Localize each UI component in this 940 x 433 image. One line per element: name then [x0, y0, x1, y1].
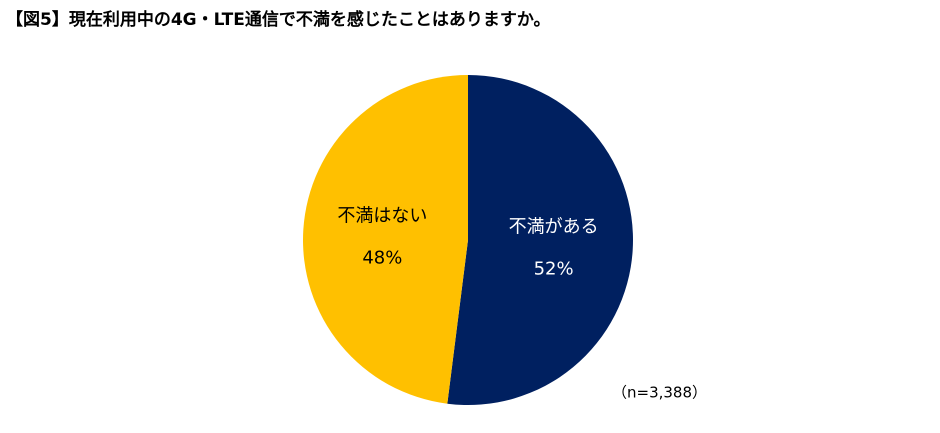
pie-slice	[447, 75, 634, 406]
note: （n=3,388）	[612, 384, 707, 402]
pie-slice	[303, 75, 468, 404]
value-label: 48%	[362, 248, 402, 269]
slice-label: 不満がある	[509, 216, 599, 237]
value-label: 52%	[534, 258, 574, 279]
chart-title: 【図5】現在利用中の4G・LTE通信で不満を感じたことはありますか。	[6, 9, 551, 30]
slice-label: 不満はない	[337, 206, 427, 227]
